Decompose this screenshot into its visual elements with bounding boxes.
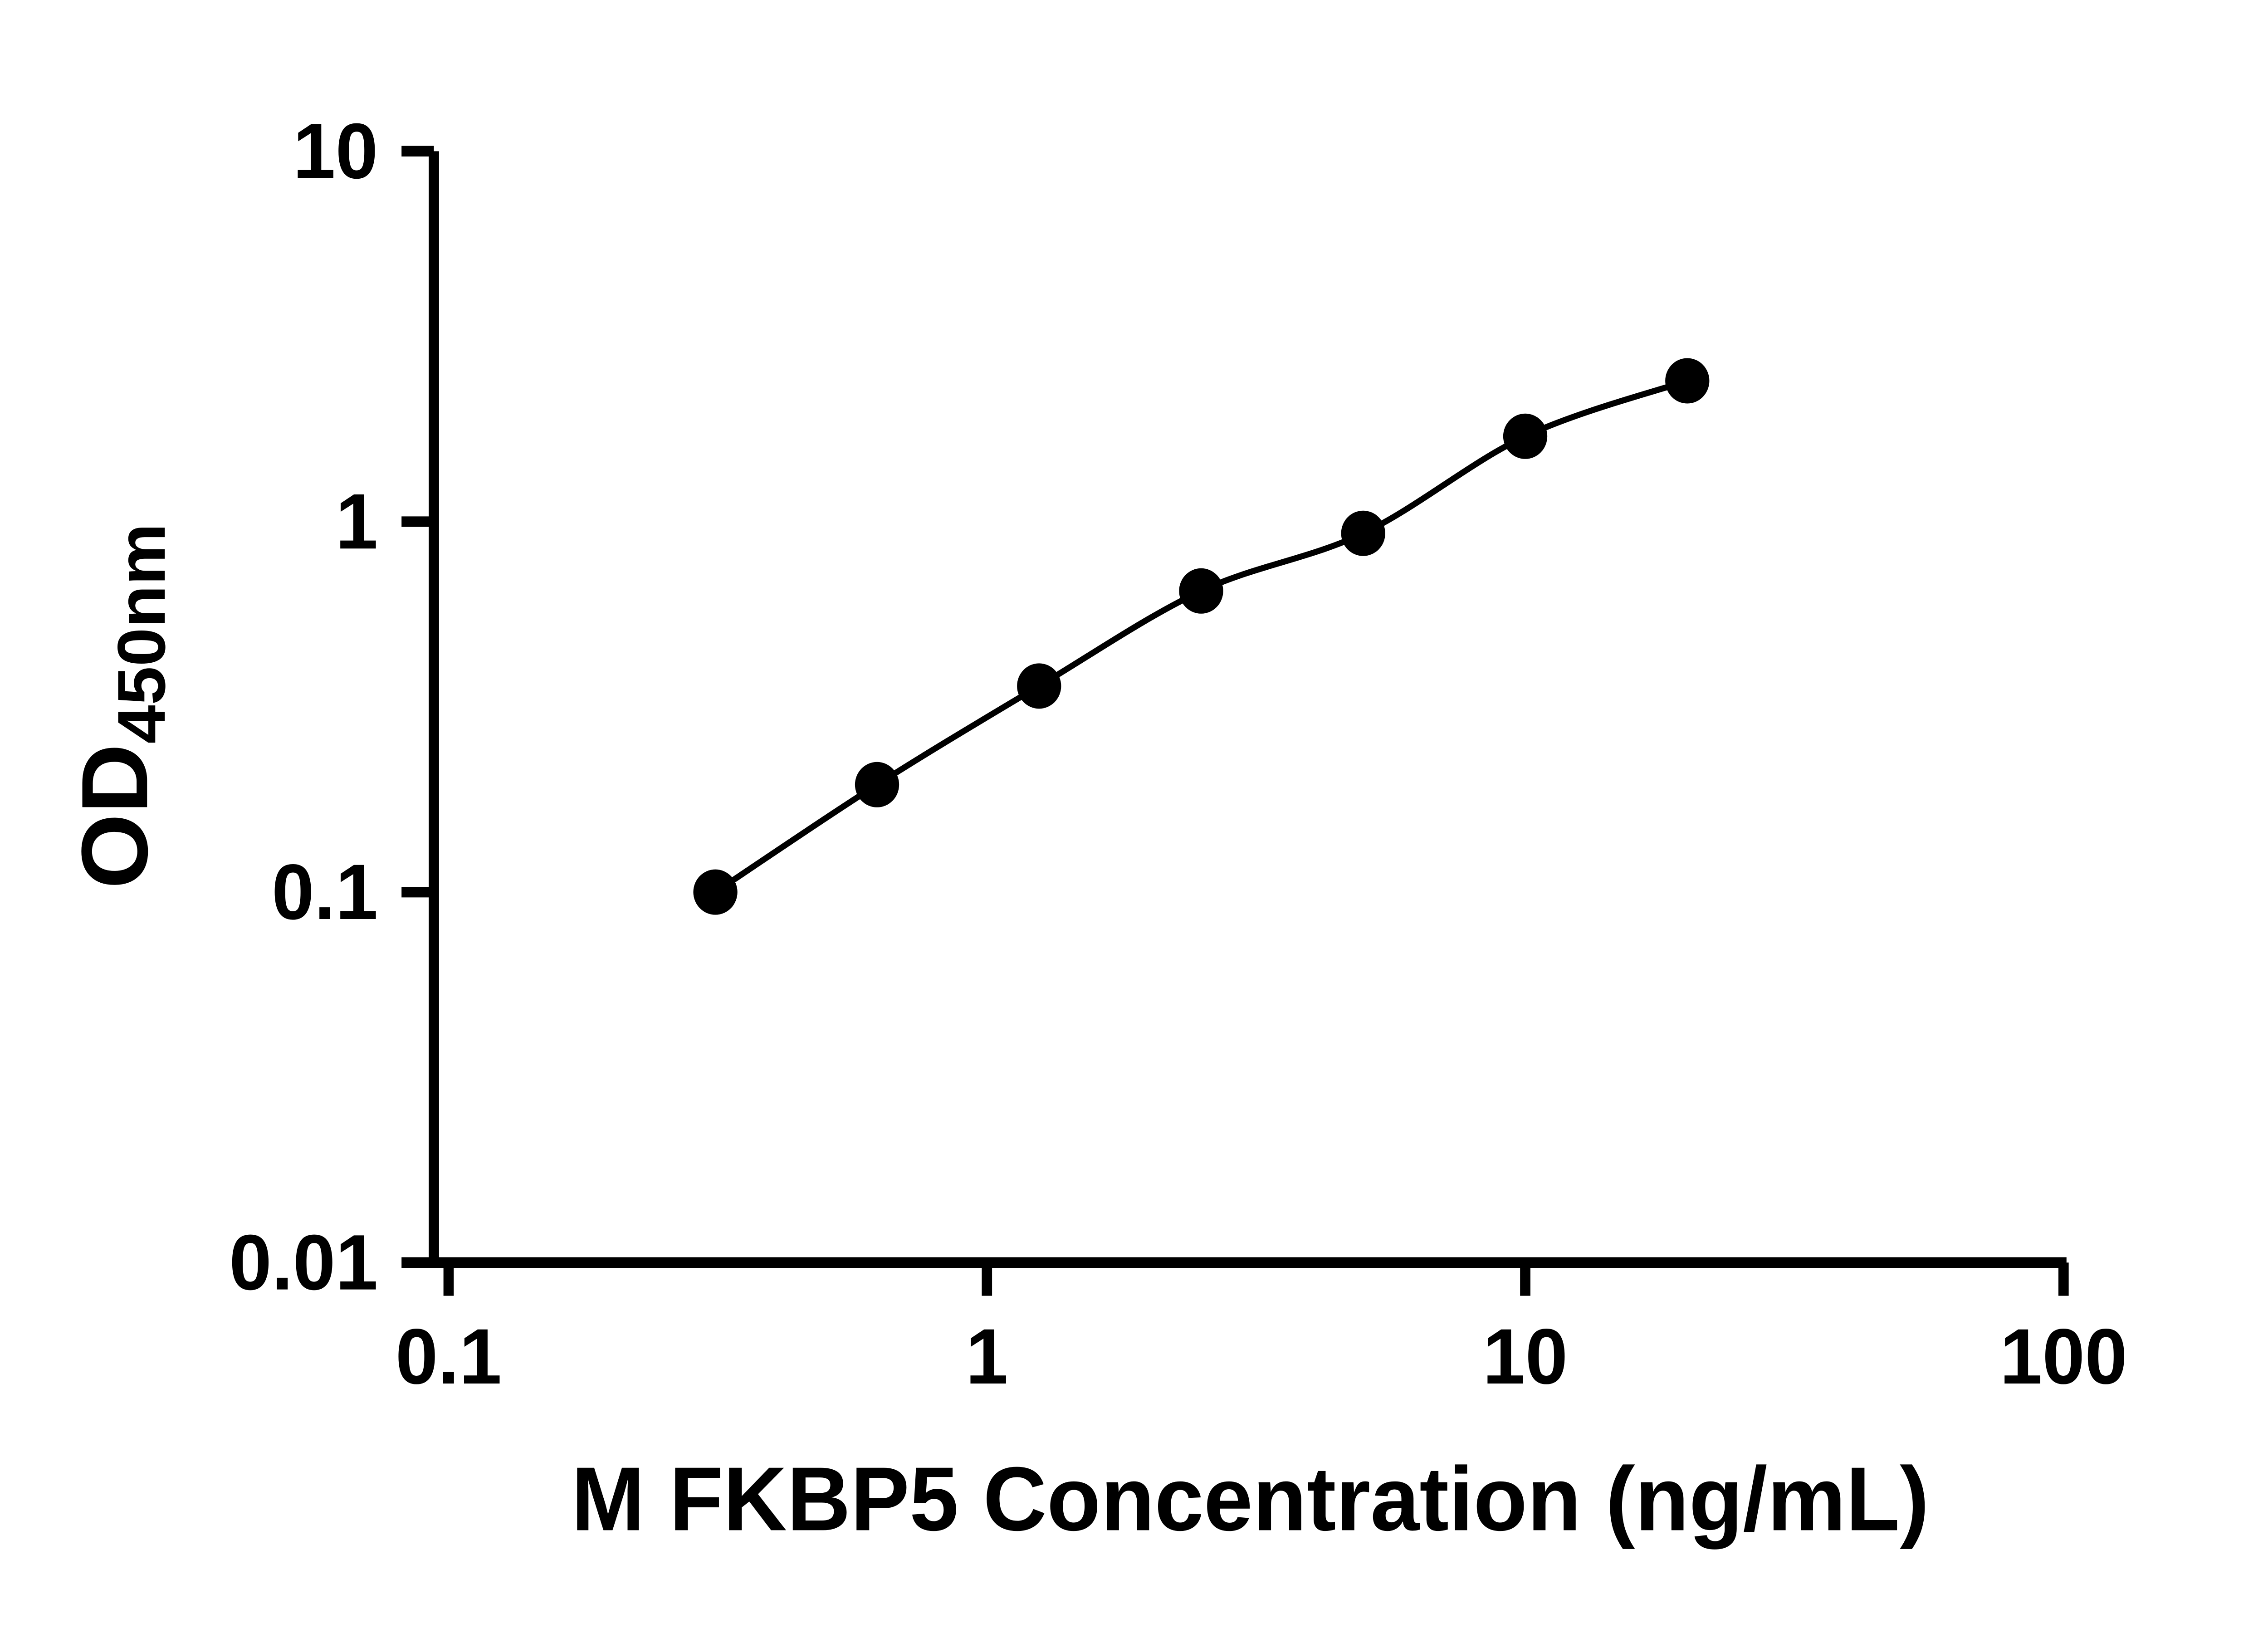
x-tick-label: 0.1	[396, 1313, 502, 1401]
data-point	[1179, 568, 1223, 614]
standard-curve-line	[714, 378, 1688, 895]
y-tick-label: 1	[336, 478, 378, 566]
series-group	[693, 358, 1710, 915]
tick-marks	[401, 146, 2069, 1296]
data-point	[1341, 510, 1385, 556]
data-point	[1665, 358, 1710, 404]
x-tick-label: 100	[2000, 1313, 2127, 1401]
y-axis-title-sub: 450nm	[104, 523, 180, 744]
y-tick-label: 0.1	[272, 848, 378, 936]
y-tick-label: 10	[293, 108, 378, 196]
y-tick-label: 0.01	[229, 1219, 378, 1307]
x-tick-label: 10	[1483, 1313, 1568, 1401]
axis-line	[429, 151, 2067, 1268]
data-point	[693, 869, 738, 915]
data-point	[1017, 663, 1061, 709]
data-point	[1503, 413, 1548, 459]
data-point	[855, 762, 899, 807]
y-axis-title-main: OD	[62, 744, 167, 889]
y-axis-title: OD450nm	[62, 523, 180, 889]
x-tick-label: 1	[966, 1313, 1008, 1401]
x-axis-title: M FKBP5 Concentration (ng/mL)	[571, 1448, 1929, 1550]
axes	[429, 151, 2067, 1268]
